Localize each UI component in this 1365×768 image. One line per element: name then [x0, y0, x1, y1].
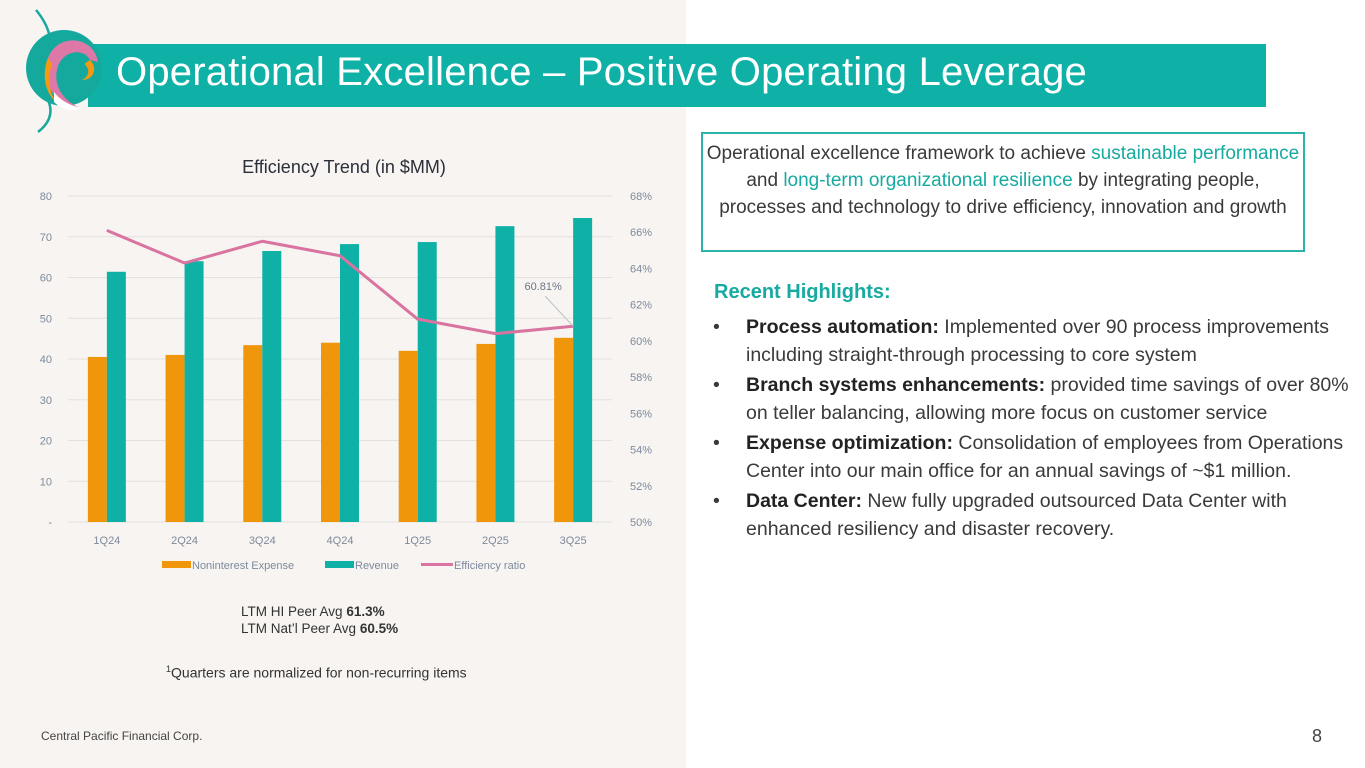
right-axis-tick-label: 50%	[630, 517, 652, 529]
right-axis-tick-label: 52%	[630, 481, 652, 493]
bar-noninterest-expense	[476, 343, 496, 522]
left-axis-tick-label: 60	[40, 273, 52, 285]
legend-label: Revenue	[355, 560, 399, 572]
bar-noninterest-expense	[554, 337, 574, 522]
bar-revenue	[262, 251, 282, 522]
left-axis-tick-label: 80	[40, 191, 52, 203]
framework-callout: Operational excellence framework to achi…	[701, 132, 1305, 252]
bullet-icon: •	[713, 432, 720, 454]
title-banner	[88, 44, 1266, 107]
x-axis-tick-label: 3Q24	[249, 535, 276, 547]
highlight-text: provided time savings of over 80% on tel…	[746, 374, 1349, 424]
left-axis-tick-label: 40	[40, 354, 52, 366]
bar-revenue	[495, 226, 515, 522]
footnote-marker: 1	[166, 664, 172, 674]
right-axis-tick-label: 54%	[630, 445, 652, 457]
highlights-list: • Process automation: Implemented over 90…	[713, 313, 1353, 545]
framework-text: by integrating people, processes and tec…	[719, 170, 1287, 218]
legend-label: Efficiency ratio	[454, 560, 525, 572]
highlight-label: Process automation:	[746, 316, 939, 338]
left-axis-tick-label: 10	[40, 476, 52, 488]
cpb-swirl-logo-icon	[26, 9, 102, 133]
x-axis-tick-label: 3Q25	[560, 535, 587, 547]
highlights-heading: Recent Highlights:	[714, 281, 891, 303]
right-axis-tick-label: 60%	[630, 336, 652, 348]
highlight-item: • Process automation: Implemented over 90…	[713, 313, 1353, 369]
bar-revenue	[184, 261, 204, 522]
hi-peer-avg: LTM HI Peer Avg 61.3%	[241, 603, 398, 620]
left-axis-tick-label: 50	[40, 313, 52, 325]
page-number: 8	[1312, 726, 1323, 746]
x-axis-tick-label: 4Q24	[327, 535, 354, 547]
framework-text: and	[746, 170, 784, 191]
legend-efficiency-ratio: Efficiency ratio	[421, 560, 525, 572]
highlight-text: Implemented over 90 process improvements…	[746, 316, 1330, 366]
bar-noninterest-expense	[243, 345, 263, 522]
framework-text: Operational excellence framework to achi…	[706, 143, 1092, 164]
bullet-icon: •	[713, 490, 720, 512]
hi-peer-label: LTM HI Peer Avg	[241, 604, 343, 619]
x-axis-tick-label: 1Q25	[404, 535, 431, 547]
x-axis-tick-label: 2Q24	[171, 535, 198, 547]
highlight-text: New fully upgraded outsourced Data Cente…	[746, 490, 1287, 540]
peer-averages: LTM HI Peer Avg 61.3% LTM Nat’l Peer Avg…	[241, 603, 398, 637]
footer-company: Central Pacific Financial Corp.	[41, 729, 203, 743]
highlight-text: Consolidation of employees from Operatio…	[746, 432, 1344, 482]
right-axis-tick-label: 56%	[630, 408, 652, 420]
natl-peer-label: LTM Nat’l Peer Avg	[241, 621, 357, 636]
highlight-label: Branch systems enhancements:	[746, 374, 1046, 396]
highlight-item: • Expense optimization: Consolidation of …	[713, 429, 1353, 485]
legend-swatch	[325, 561, 354, 568]
footnote: 1Quarters are normalized for non-recurri…	[166, 664, 467, 681]
x-axis-tick-label: 1Q24	[93, 535, 120, 547]
highlight-label: Expense optimization:	[746, 432, 953, 454]
left-axis-tick-label: 20	[40, 436, 52, 448]
annotation-label: 60.81%	[524, 281, 562, 293]
bar-revenue	[106, 271, 126, 522]
bar-noninterest-expense	[165, 354, 185, 522]
bar-noninterest-expense	[398, 350, 418, 522]
hi-peer-value: 61.3%	[346, 604, 385, 619]
left-axis-tick-label: -	[48, 517, 52, 529]
right-axis-tick-label: 62%	[630, 300, 652, 312]
bullet-icon: •	[713, 316, 720, 338]
bar-revenue	[573, 218, 593, 522]
bar-revenue	[340, 244, 359, 522]
bar-revenue	[417, 242, 437, 523]
chart-title: Efficiency Trend (in $MM)	[242, 157, 446, 177]
right-axis-tick-label: 68%	[630, 191, 652, 203]
legend-swatch	[162, 561, 191, 568]
natl-peer-avg: LTM Nat’l Peer Avg 60.5%	[241, 620, 398, 637]
legend-revenue: Revenue	[325, 560, 399, 572]
bar-noninterest-expense	[321, 342, 340, 522]
x-axis-tick-label: 2Q25	[482, 535, 509, 547]
framework-highlight: long-term organizational resilience	[783, 170, 1073, 191]
right-axis-tick-label: 66%	[630, 227, 652, 239]
bullet-icon: •	[713, 374, 720, 396]
natl-peer-value: 60.5%	[359, 621, 399, 636]
bar-noninterest-expense	[87, 356, 107, 522]
legend-noninterest-expense: Noninterest Expense	[162, 560, 294, 572]
left-axis-tick-label: 70	[40, 232, 52, 244]
highlight-item: • Data Center: New fully upgraded outsour…	[713, 487, 1353, 543]
slide-title: Operational Excellence – Positive Operat…	[116, 50, 1087, 94]
framework-highlight: sustainable performance	[1091, 143, 1300, 164]
right-axis-tick-label: 58%	[630, 372, 652, 384]
footnote-text: Quarters are normalized for non-recurrin…	[171, 664, 467, 681]
annotation-leader-line	[544, 295, 574, 327]
right-axis-tick-label: 64%	[630, 263, 652, 275]
legend-label: Noninterest Expense	[192, 560, 294, 572]
efficiency-trend-chart: Efficiency Trend (in $MM) - 10 20 30 40 50 60 7…	[40, 157, 652, 572]
left-axis-tick-label: 30	[40, 395, 52, 407]
highlight-label: Data Center:	[746, 490, 862, 512]
highlight-item: • Branch systems enhancements: provided t…	[713, 371, 1353, 427]
